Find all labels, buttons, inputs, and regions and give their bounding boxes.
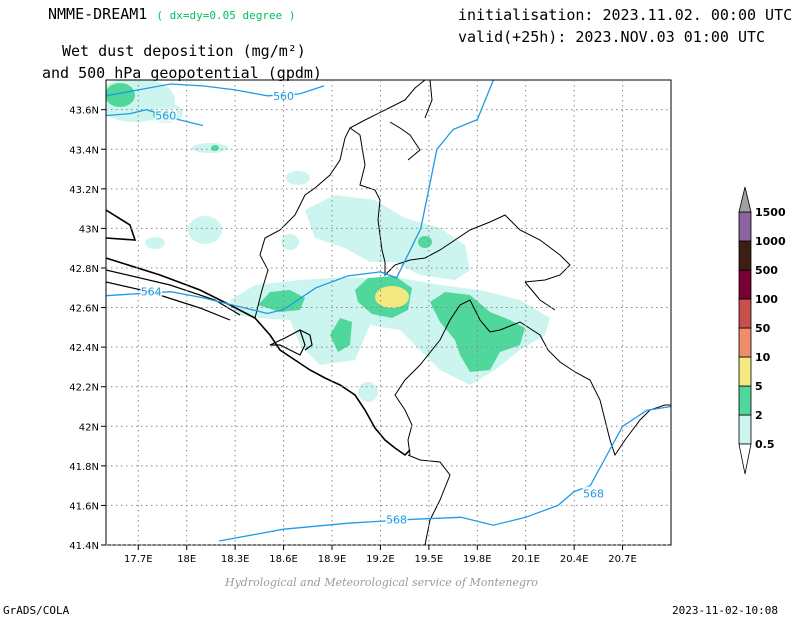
colorbar-segment xyxy=(738,385,752,416)
contour-label: 560 xyxy=(155,110,176,123)
dust-area-light xyxy=(281,234,299,250)
dust-area-medium xyxy=(418,236,432,248)
colorbar-level-label: 1500 xyxy=(755,206,786,219)
colorbar-level-label: 5 xyxy=(755,380,763,393)
chart-title-line1: Wet dust deposition (mg/m²) xyxy=(62,42,306,60)
lat-tick-label: 41.4N xyxy=(69,541,99,552)
lat-tick-label: 41.8N xyxy=(69,462,99,473)
lat-lon-grid xyxy=(106,80,671,546)
dust-area-light xyxy=(145,237,165,249)
plot-frame xyxy=(105,79,672,546)
dust-fill-layer xyxy=(106,80,550,402)
contour-label: 568 xyxy=(386,513,407,526)
lon-tick-label: 18.6E xyxy=(269,554,298,565)
contour-label-bg xyxy=(140,284,163,298)
colorbar-segment xyxy=(738,186,752,213)
dust-area-medium xyxy=(106,83,135,107)
dust-area-medium xyxy=(430,292,525,372)
lat-tick-label: 42.8N xyxy=(69,264,99,275)
dust-area-medium xyxy=(211,145,219,151)
lat-tick-label: 43.2N xyxy=(69,185,99,196)
lon-tick-label: 18E xyxy=(177,554,196,565)
lat-tick-label: 42.6N xyxy=(69,304,99,315)
contour-label-bg xyxy=(385,512,408,526)
timestamp-label: 2023-11-02-10:08 xyxy=(672,604,778,617)
model-name: NMME-DREAM1 xyxy=(48,5,148,23)
axis-tick-labels: 17.7E 18E 18.3E 18.6E 18.9E 19.2E 19.5E 19.8E 20… xyxy=(69,106,637,565)
colorbar-level-label: 10 xyxy=(755,351,771,364)
colorbar-segment xyxy=(738,211,752,242)
credit-text: Hydrological and Meteorological service … xyxy=(225,576,538,589)
lat-tick-label: 43.6N xyxy=(69,106,99,117)
lon-tick-label: 18.3E xyxy=(221,554,250,565)
contour-label-bg xyxy=(582,486,605,500)
lat-tick-label: 41.6N xyxy=(69,501,99,512)
colorbar-level-label: 1000 xyxy=(755,235,786,248)
lat-tick-label: 42.2N xyxy=(69,383,99,394)
lon-tick-label: 20.7E xyxy=(608,554,637,565)
dust-area-light xyxy=(188,216,222,244)
valid-time: valid(+25h): 2023.NOV.03 01:00 UTC xyxy=(458,28,766,46)
lat-tick-label: 43.4N xyxy=(69,145,99,156)
contour-label-bg xyxy=(154,108,177,122)
colorbar-segment xyxy=(738,414,752,445)
dust-area-high xyxy=(375,286,409,308)
colorbar-level-label: 500 xyxy=(755,264,778,277)
dust-area-light xyxy=(305,195,470,280)
dust-area-medium xyxy=(258,290,305,312)
colorbar-segment xyxy=(738,269,752,300)
border-albania-south xyxy=(407,454,451,545)
dust-area-medium xyxy=(330,318,352,352)
colorbar-level-label: 0.5 xyxy=(755,438,775,451)
lat-tick-label: 42N xyxy=(79,422,99,433)
contour-line-568 xyxy=(218,405,671,542)
colorbar-level-label: 2 xyxy=(755,409,763,422)
contour-label: 564 xyxy=(141,286,162,299)
colorbar-segment xyxy=(738,327,752,358)
lat-tick-label: 43N xyxy=(79,224,99,235)
dust-area-light xyxy=(286,171,310,185)
colorbar-level-label: 50 xyxy=(755,322,771,335)
lon-tick-label: 20.1E xyxy=(511,554,540,565)
border-montenegro-albania xyxy=(394,299,671,457)
lon-tick-label: 19.2E xyxy=(366,554,395,565)
contour-line-564 xyxy=(106,80,495,315)
software-label: GrADS/COLA xyxy=(3,604,70,617)
model-resolution: ( dx=dy=0.05 degree ) xyxy=(156,9,296,22)
lat-tick-label: 42.4N xyxy=(69,343,99,354)
colorbar-segment xyxy=(738,298,752,329)
model-title: NMME-DREAM1 ( dx=dy=0.05 degree ) xyxy=(48,5,295,23)
colorbar-level-label: 100 xyxy=(755,293,778,306)
colorbar-legend: 0.5 2 5 10 50 100 500 1000 1500 xyxy=(738,186,786,475)
chart-title-line2: and 500 hPa geopotential (gpdm) xyxy=(42,64,322,82)
coast-detail xyxy=(106,269,313,356)
lon-tick-label: 20.4E xyxy=(560,554,589,565)
lon-tick-label: 17.7E xyxy=(124,554,153,565)
lon-tick-label: 19.8E xyxy=(463,554,492,565)
border-serbia-north xyxy=(349,80,433,161)
colorbar-segment xyxy=(738,356,752,387)
contour-label: 568 xyxy=(583,488,604,501)
border-bosnia-montenegro xyxy=(254,127,386,319)
dust-area-light xyxy=(192,143,228,153)
colorbar-low-arrow xyxy=(738,443,752,475)
initialisation-time: initialisation: 2023.11.02. 00:00 UTC xyxy=(458,6,793,24)
lon-tick-label: 19.5E xyxy=(415,554,444,565)
colorbar-segment xyxy=(738,240,752,271)
border-serbia-east xyxy=(524,281,556,311)
lon-tick-label: 18.9E xyxy=(318,554,347,565)
dust-area-light xyxy=(358,382,378,402)
